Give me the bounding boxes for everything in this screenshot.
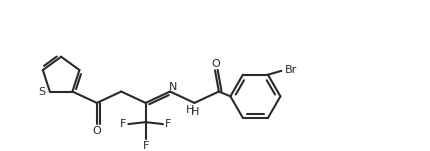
Text: O: O [92,126,101,136]
Text: F: F [165,119,171,129]
Text: Br: Br [285,65,297,75]
Text: H: H [185,105,194,115]
Text: S: S [38,87,45,96]
Text: O: O [212,59,220,69]
Text: F: F [120,119,127,129]
Text: H: H [191,107,200,117]
Text: F: F [142,141,149,151]
Text: N: N [169,82,177,92]
